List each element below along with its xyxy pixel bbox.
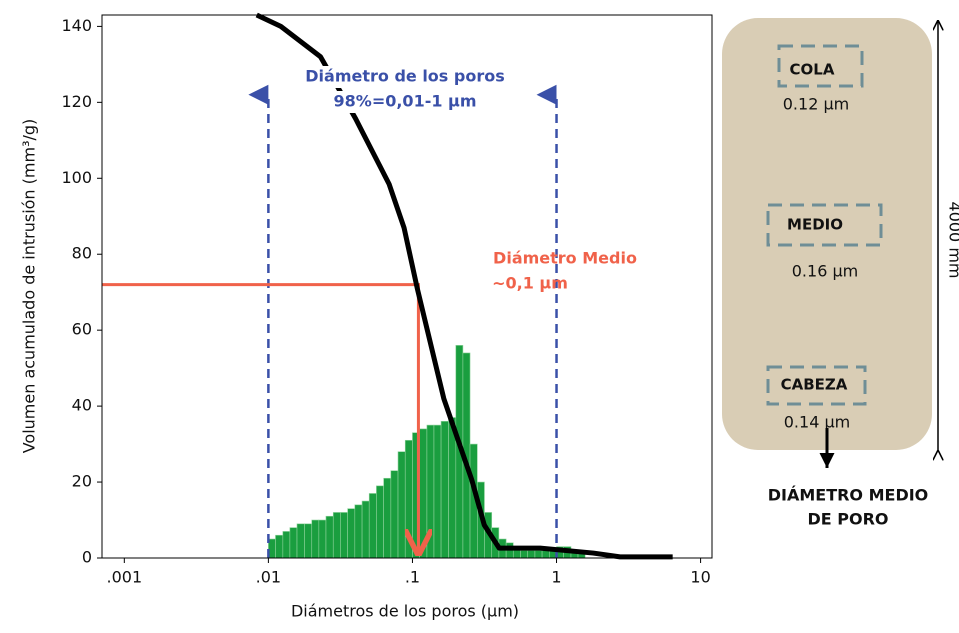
bar [355,505,362,558]
caption: DIÁMETRO MEDIO [768,486,929,505]
bar [362,501,369,558]
bar [275,535,282,558]
sample-value: 0.16 µm [792,262,858,281]
bar [333,512,340,558]
sample-label: MEDIO [787,216,843,234]
bar [369,493,376,558]
bar [427,425,434,558]
bar [434,425,441,558]
y-tick-label: 120 [61,92,92,111]
annotation: Diámetro de los poros [305,67,504,86]
bar [528,550,535,558]
bar [405,440,412,558]
sample-label: COLA [790,61,835,79]
x-tick-label: .001 [107,568,143,587]
bar [319,520,326,558]
bar [384,478,391,558]
sample-label: CABEZA [781,376,848,394]
bar [326,516,333,558]
panel: COLA 0.12 µm MEDIO 0.16 µm CABEZA 0.14 µ… [722,18,959,529]
bar [449,418,456,558]
y-tick-label: 60 [72,320,92,339]
annotation: 98%=0,01-1 µm [334,92,477,111]
bar [283,531,290,558]
plot: Diámetro de los poros 98%=0,01-1 µm Diámet… [61,15,712,587]
chart: Diámetro de los poros 98%=0,01-1 µm Diámet… [0,0,959,633]
bar [304,524,311,558]
y-tick-label: 140 [61,16,92,35]
length-label: 4000 mm [946,202,959,279]
sample-value: 0.12 µm [783,95,849,114]
bar [441,421,448,558]
x-tick-label: 1 [551,568,561,587]
bar [297,524,304,558]
bar [340,512,347,558]
bar [420,429,427,558]
bar [520,550,527,558]
bar [312,520,319,558]
caption: DE PORO [807,510,888,529]
bar [290,528,297,558]
bar [348,509,355,558]
y-tick-label: 20 [72,472,92,491]
bar [542,550,549,558]
x-tick-label: .1 [405,568,420,587]
y-tick-label: 40 [72,396,92,415]
y-tick-label: 80 [72,244,92,263]
y-axis-label: Volumen acumulado de intrusión (mm³/g) [20,119,39,454]
bar [391,471,398,558]
bar [376,486,383,558]
annotation: ~0,1 µm [492,274,568,293]
x-axis-label: Diámetros de los poros (µm) [291,602,519,621]
y-tick-label: 100 [61,168,92,187]
bar [398,452,405,558]
annotation: Diámetro Medio [493,249,637,268]
sample-value: 0.14 µm [784,413,850,432]
x-tick-label: 10 [690,568,710,587]
y-tick-label: 0 [82,548,92,567]
x-tick-label: .01 [256,568,281,587]
bar [535,550,542,558]
